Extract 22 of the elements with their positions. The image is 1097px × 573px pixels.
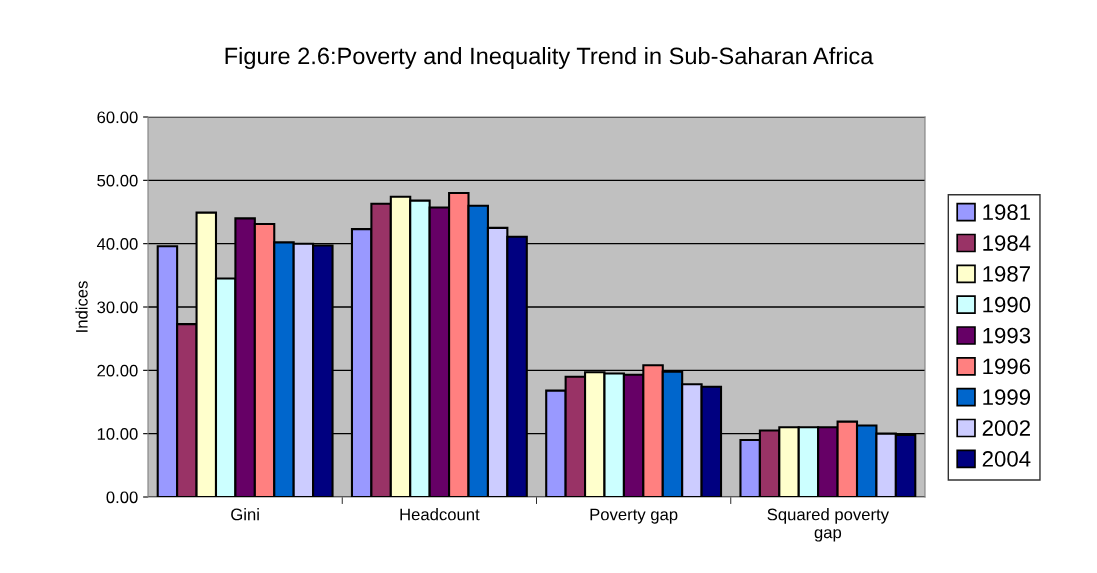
x-tick-label: Squared poverty gap (767, 508, 889, 542)
y-tick-label: 30.00 (97, 301, 138, 314)
x-tick-label: Poverty gap (590, 508, 678, 524)
y-tick-label: 60.00 (97, 111, 138, 124)
y-axis-title: Indices (75, 281, 88, 332)
chart-title: Figure 2.6:Poverty and Inequality Trend in Sub-Saharan Africa (225, 47, 874, 69)
legend-label: 1990 (983, 296, 1031, 313)
x-tick-label: Gini (231, 508, 259, 521)
legend-label: 1999 (983, 389, 1031, 406)
y-tick-label: 50.00 (97, 174, 138, 187)
y-tick-label: 40.00 (96, 238, 138, 250)
legend-label: 1981 (983, 204, 1030, 221)
legend-label: 1996 (983, 358, 1031, 375)
x-tick-label: Headcount (400, 508, 480, 521)
legend-label: 1993 (983, 327, 1031, 344)
legend-label: 2004 (982, 451, 1031, 467)
legend-label: 1984 (983, 235, 1031, 251)
y-tick-label: 20.00 (97, 364, 138, 377)
legend-label: 1987 (983, 266, 1030, 282)
legend-label: 2002 (982, 420, 1030, 436)
y-tick-label: 10.00 (97, 428, 138, 440)
y-tick-label: 0.00 (106, 491, 138, 504)
